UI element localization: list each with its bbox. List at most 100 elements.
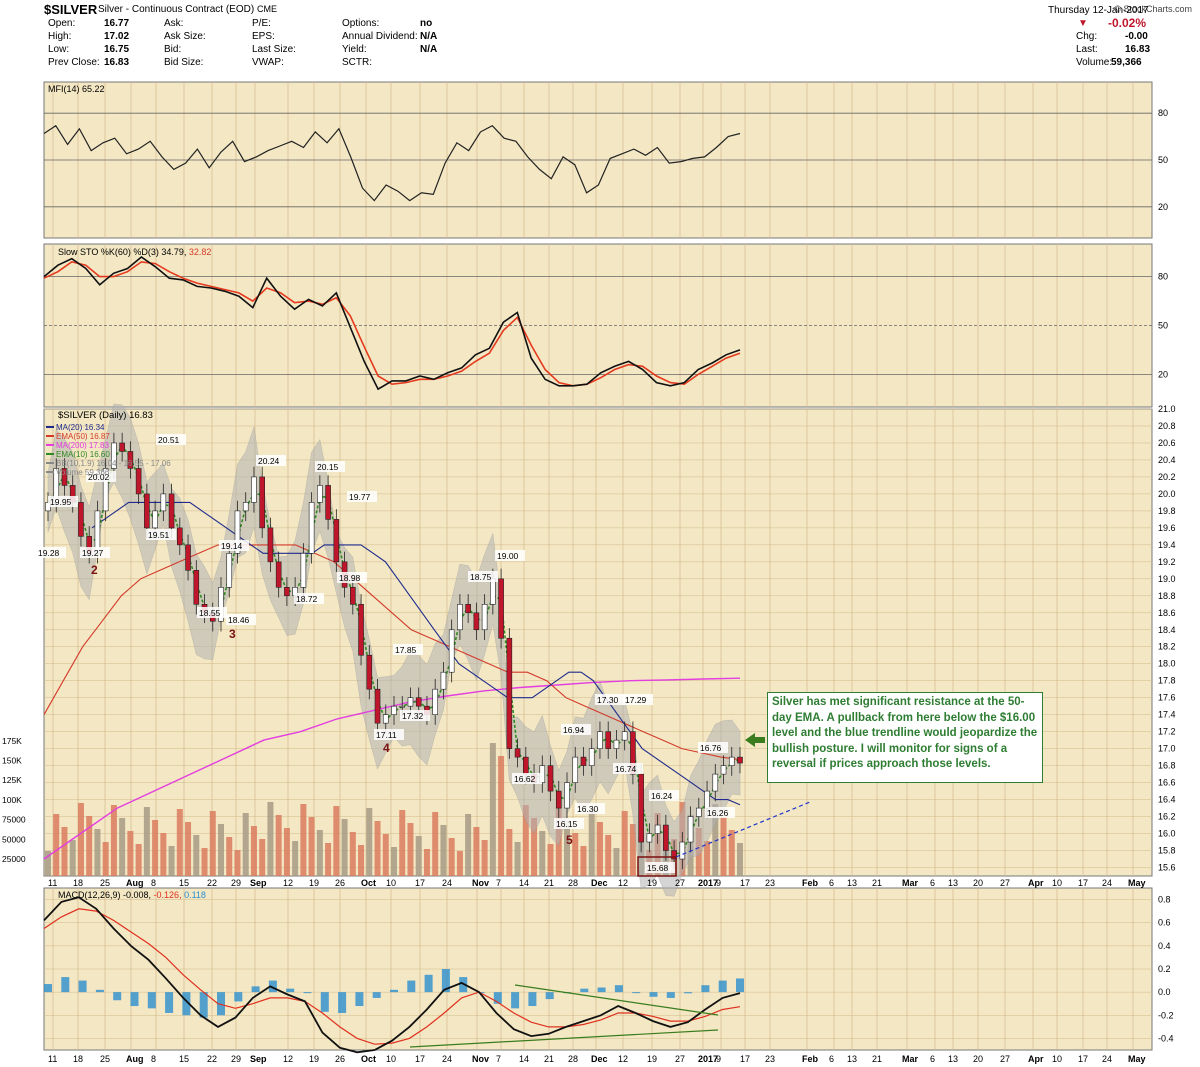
candle-body [605,731,611,749]
macd-histogram-bar [130,992,139,1007]
symbol-title: $SILVER [44,2,98,17]
volume-bar [218,824,224,876]
macd-histogram-bar [441,969,450,993]
price-label: 15.68 [647,863,669,873]
volume-bar [341,819,348,876]
candle-body [638,773,644,843]
macd-histogram-bar [718,980,727,993]
volume-bar [498,756,505,876]
candle-body [358,603,364,656]
indicator-title: MACD(12,26,9) -0.008, -0.126, 0.118 [58,890,206,900]
price-label-bg [512,773,542,784]
volume-bar [94,829,101,876]
volume-bar [325,843,332,876]
price-label-bg [48,496,78,507]
candle-body [523,756,529,775]
candle-body [720,765,727,775]
price-label-bg [156,434,186,445]
x-tick-label: 13 [948,1054,958,1064]
volume-bar [473,827,480,876]
x-tick-label: 17 [415,878,425,888]
quote-label: EPS: [252,31,275,42]
candle-body [259,476,265,529]
price-label-bg [613,763,643,774]
candle-body [712,773,719,792]
price-label: 19.28 [38,548,60,558]
volume-bar [135,844,142,876]
candle-body [111,442,117,469]
candle-body [654,824,661,834]
x-tick-label: Mar [902,878,919,888]
volume-bar [580,846,587,876]
candle-body [366,654,373,690]
volume-bar [391,847,397,876]
candle-body [399,705,406,708]
volume-bar [481,840,488,876]
macd-histogram-bar [44,984,52,993]
quote-value: no [420,18,433,29]
x-tick-label: Oct [361,1054,376,1064]
price-label: 17.85 [395,645,417,655]
volume-bar [564,820,570,876]
macd-histogram-bar [372,992,381,998]
y-tick-label: 19.6 [1158,523,1176,533]
x-tick-label: 24 [442,878,452,888]
candle-body [514,748,521,758]
macd-histogram-bar [338,992,347,1013]
x-tick-label: 26 [335,878,345,888]
macd-histogram-bar [234,992,243,1002]
y-tick-label: 0.0 [1158,987,1171,997]
volume-tick-label: 125K [2,775,22,785]
candle-body [555,790,562,809]
quote-label: Ask Size: [164,31,206,42]
price-label: 16.94 [563,725,585,735]
candle-body [374,688,381,724]
macd-histogram-bar [511,992,520,1009]
candle-body [481,603,488,631]
quote-label: Last Size: [252,44,296,55]
price-label-bg [337,572,367,583]
candle-body [473,612,480,631]
symbol-description: Silver - Continuous Contract (EOD) CME [98,4,277,15]
candle-body [572,756,579,783]
x-tick-label: Nov [472,878,489,888]
price-label-bg [80,547,110,558]
chart-header: $SILVER Silver - Continuous Contract (EO… [0,0,1200,18]
candle-body [94,510,101,554]
x-tick-label: 22 [207,1054,217,1064]
price-label-bg [347,491,377,502]
volume-bar [86,816,93,876]
x-tick-label: Mar [902,1054,919,1064]
candle-body [671,850,677,860]
x-tick-label: 28 [568,878,578,888]
x-tick-label: 11 [48,878,57,888]
y-tick-label: 19.8 [1158,506,1176,516]
y-tick-label: 0.8 [1158,895,1171,905]
x-tick-label: 24 [1102,878,1112,888]
quote-label: Bid: [164,44,182,55]
volume-bar [382,834,389,876]
volume-bar [61,827,68,876]
x-tick-label: 27 [675,1054,685,1064]
x-tick-label: 11 [48,1054,57,1064]
x-tick-label: 12 [283,1054,293,1064]
quote-label: Prev Close: [48,57,100,68]
x-tick-label: 29 [231,1054,241,1064]
volume-bar [119,818,126,876]
candle-body [663,824,669,851]
candle-body [448,629,455,673]
price-label: 19.51 [148,530,170,540]
y-tick-label: 15.8 [1158,846,1176,856]
macd-histogram-bar [614,985,623,993]
candle-body [382,714,389,724]
x-tick-label: 12 [618,878,628,888]
price-label: 20.24 [258,456,280,466]
x-tick-label: 27 [675,878,685,888]
price-title: $SILVER (Daily) 16.83 [58,410,153,421]
candle-body [728,756,735,766]
price-label: 19.27 [82,548,104,558]
price-label-bg [226,614,256,625]
x-tick-label: 21 [872,878,882,888]
macd-histogram-bar [320,992,329,1012]
y-tick-label: 16.6 [1158,778,1176,788]
